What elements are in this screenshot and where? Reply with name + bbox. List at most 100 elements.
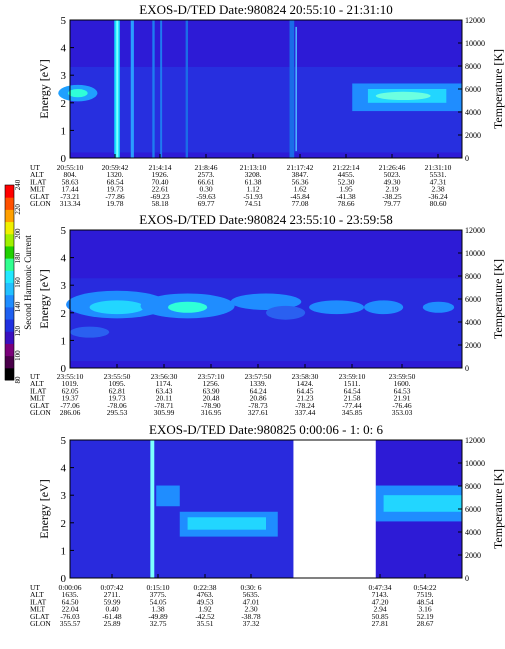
y2-tick-label: 10000 xyxy=(465,459,485,468)
table-cell: -78.06 xyxy=(107,401,127,410)
y2-axis-label: Temperature [K] xyxy=(491,469,505,549)
colorbar-segment xyxy=(5,319,14,332)
table-cell: -61.48 xyxy=(102,612,122,621)
colorbar-segment xyxy=(5,221,14,235)
table-cell: 0:54:22 xyxy=(414,583,437,592)
table-cell: 1600. xyxy=(394,379,411,388)
table-cell: 58.63 xyxy=(62,177,79,186)
y-tick-label: 4 xyxy=(61,43,67,55)
colorbar-segment xyxy=(5,258,14,271)
spectral-band xyxy=(150,440,155,578)
table-cell: 59.99 xyxy=(104,597,121,606)
y2-tick-label: 8000 xyxy=(465,62,481,71)
y-tick-label: 2 xyxy=(61,518,67,530)
table-row-label: UT xyxy=(30,163,40,172)
colorbar-segment xyxy=(5,367,14,381)
colorbar-tick-label: 120 xyxy=(14,326,22,337)
y-tick-label: 2 xyxy=(61,308,67,320)
table-cell: 23:56:30 xyxy=(151,372,178,381)
table-cell: 21.91 xyxy=(394,394,411,403)
spectral-band xyxy=(70,278,462,362)
table-cell: 1635. xyxy=(62,590,79,599)
labels-and-ticks: EXOS-D/TED Date:980824 20:55:10 - 21:31:… xyxy=(14,2,505,628)
table-cell: 21.23 xyxy=(297,394,314,403)
table-cell: -51.93 xyxy=(243,192,263,201)
y-tick-label: 5 xyxy=(61,225,67,237)
y-tick-label: 0 xyxy=(61,363,67,375)
table-row-label: ILAT xyxy=(30,386,47,395)
spectral-blob xyxy=(364,300,404,315)
table-cell: 56.36 xyxy=(292,177,309,186)
table-cell: 20.48 xyxy=(203,394,220,403)
table-cell: 0:22:38 xyxy=(194,583,217,592)
colorbar-tick-label: 140 xyxy=(14,301,22,312)
table-cell: 353.03 xyxy=(392,408,413,417)
table-cell: 1320. xyxy=(107,170,124,179)
table-cell: 23:55:50 xyxy=(104,372,131,381)
table-cell: 3775. xyxy=(150,590,167,599)
table-cell: 7519. xyxy=(417,590,434,599)
table-cell: 2573. xyxy=(198,170,215,179)
table-cell: 337.44 xyxy=(295,408,316,417)
table-cell: 305.99 xyxy=(154,408,175,417)
table-cell: 64.53 xyxy=(394,386,411,395)
table-cell: -41.38 xyxy=(336,192,356,201)
y-tick-label: 2 xyxy=(61,98,67,110)
chart-title: EXOS-D/TED Date:980825 0:00:06 - 1: 0: 6 xyxy=(149,422,383,437)
colorbar-segment xyxy=(5,282,14,296)
table-cell: 25.89 xyxy=(104,619,121,628)
table-cell: 21:26:46 xyxy=(379,163,406,172)
spectral-blob xyxy=(168,301,208,313)
table-cell: -73.21 xyxy=(60,192,80,201)
table-row-label: GLON xyxy=(30,408,51,417)
table-cell: 1019. xyxy=(62,379,79,388)
colorbar-tick-label: 180 xyxy=(14,252,22,263)
y2-tick-label: 12000 xyxy=(465,226,485,235)
table-cell: 0.40 xyxy=(105,605,118,614)
table-cell: -77.44 xyxy=(342,401,362,410)
table-cell: 22.04 xyxy=(62,605,79,614)
colorbar-segment xyxy=(5,209,14,223)
y-tick-label: 5 xyxy=(61,15,67,27)
table-cell: 64.24 xyxy=(250,386,267,395)
table-cell: -38.25 xyxy=(382,192,402,201)
table-cell: 48.54 xyxy=(417,597,434,606)
table-cell: 47.31 xyxy=(430,177,447,186)
table-cell: -42.52 xyxy=(195,612,215,621)
y-tick-label: 1 xyxy=(61,335,67,347)
table-cell: 2711. xyxy=(104,590,121,599)
table-cell: 286.06 xyxy=(60,408,81,417)
table-cell: 22.61 xyxy=(152,185,169,194)
table-cell: 35.51 xyxy=(197,619,214,628)
table-cell: 1095. xyxy=(109,379,126,388)
table-cell: 63.43 xyxy=(156,386,173,395)
table-cell: 47.20 xyxy=(372,597,389,606)
table-cell: -77.06 xyxy=(60,401,80,410)
table-cell: 74.51 xyxy=(245,199,262,208)
table-row-label: ILAT xyxy=(30,597,47,606)
table-row-label: UT xyxy=(30,583,40,592)
table-row-label: ILAT xyxy=(30,177,47,186)
y-tick-label: 4 xyxy=(61,463,67,475)
table-cell: -49.89 xyxy=(148,612,168,621)
table-cell: 1424. xyxy=(297,379,314,388)
table-cell: 63.90 xyxy=(203,386,220,395)
table-cell: 2.38 xyxy=(431,185,444,194)
table-cell: -78.71 xyxy=(154,401,174,410)
y2-tick-label: 2000 xyxy=(465,131,481,140)
spectral-band xyxy=(187,517,266,530)
table-row-label: GLON xyxy=(30,619,51,628)
spectral-blob xyxy=(266,305,306,320)
spectral-band xyxy=(383,495,462,512)
y-tick-label: 5 xyxy=(61,435,67,447)
table-row-label: MLT xyxy=(30,185,46,194)
colorbar-frame xyxy=(4,184,15,381)
y2-tick-label: 6000 xyxy=(465,295,481,304)
table-cell: 5635. xyxy=(243,590,260,599)
y-tick-label: 0 xyxy=(61,153,67,165)
chart-title: EXOS-D/TED Date:980824 20:55:10 - 21:31:… xyxy=(139,2,392,17)
colorbar-tick-label: 100 xyxy=(14,350,22,361)
spectral-blob xyxy=(309,300,364,315)
colorbar-tick-label: 160 xyxy=(14,277,22,288)
